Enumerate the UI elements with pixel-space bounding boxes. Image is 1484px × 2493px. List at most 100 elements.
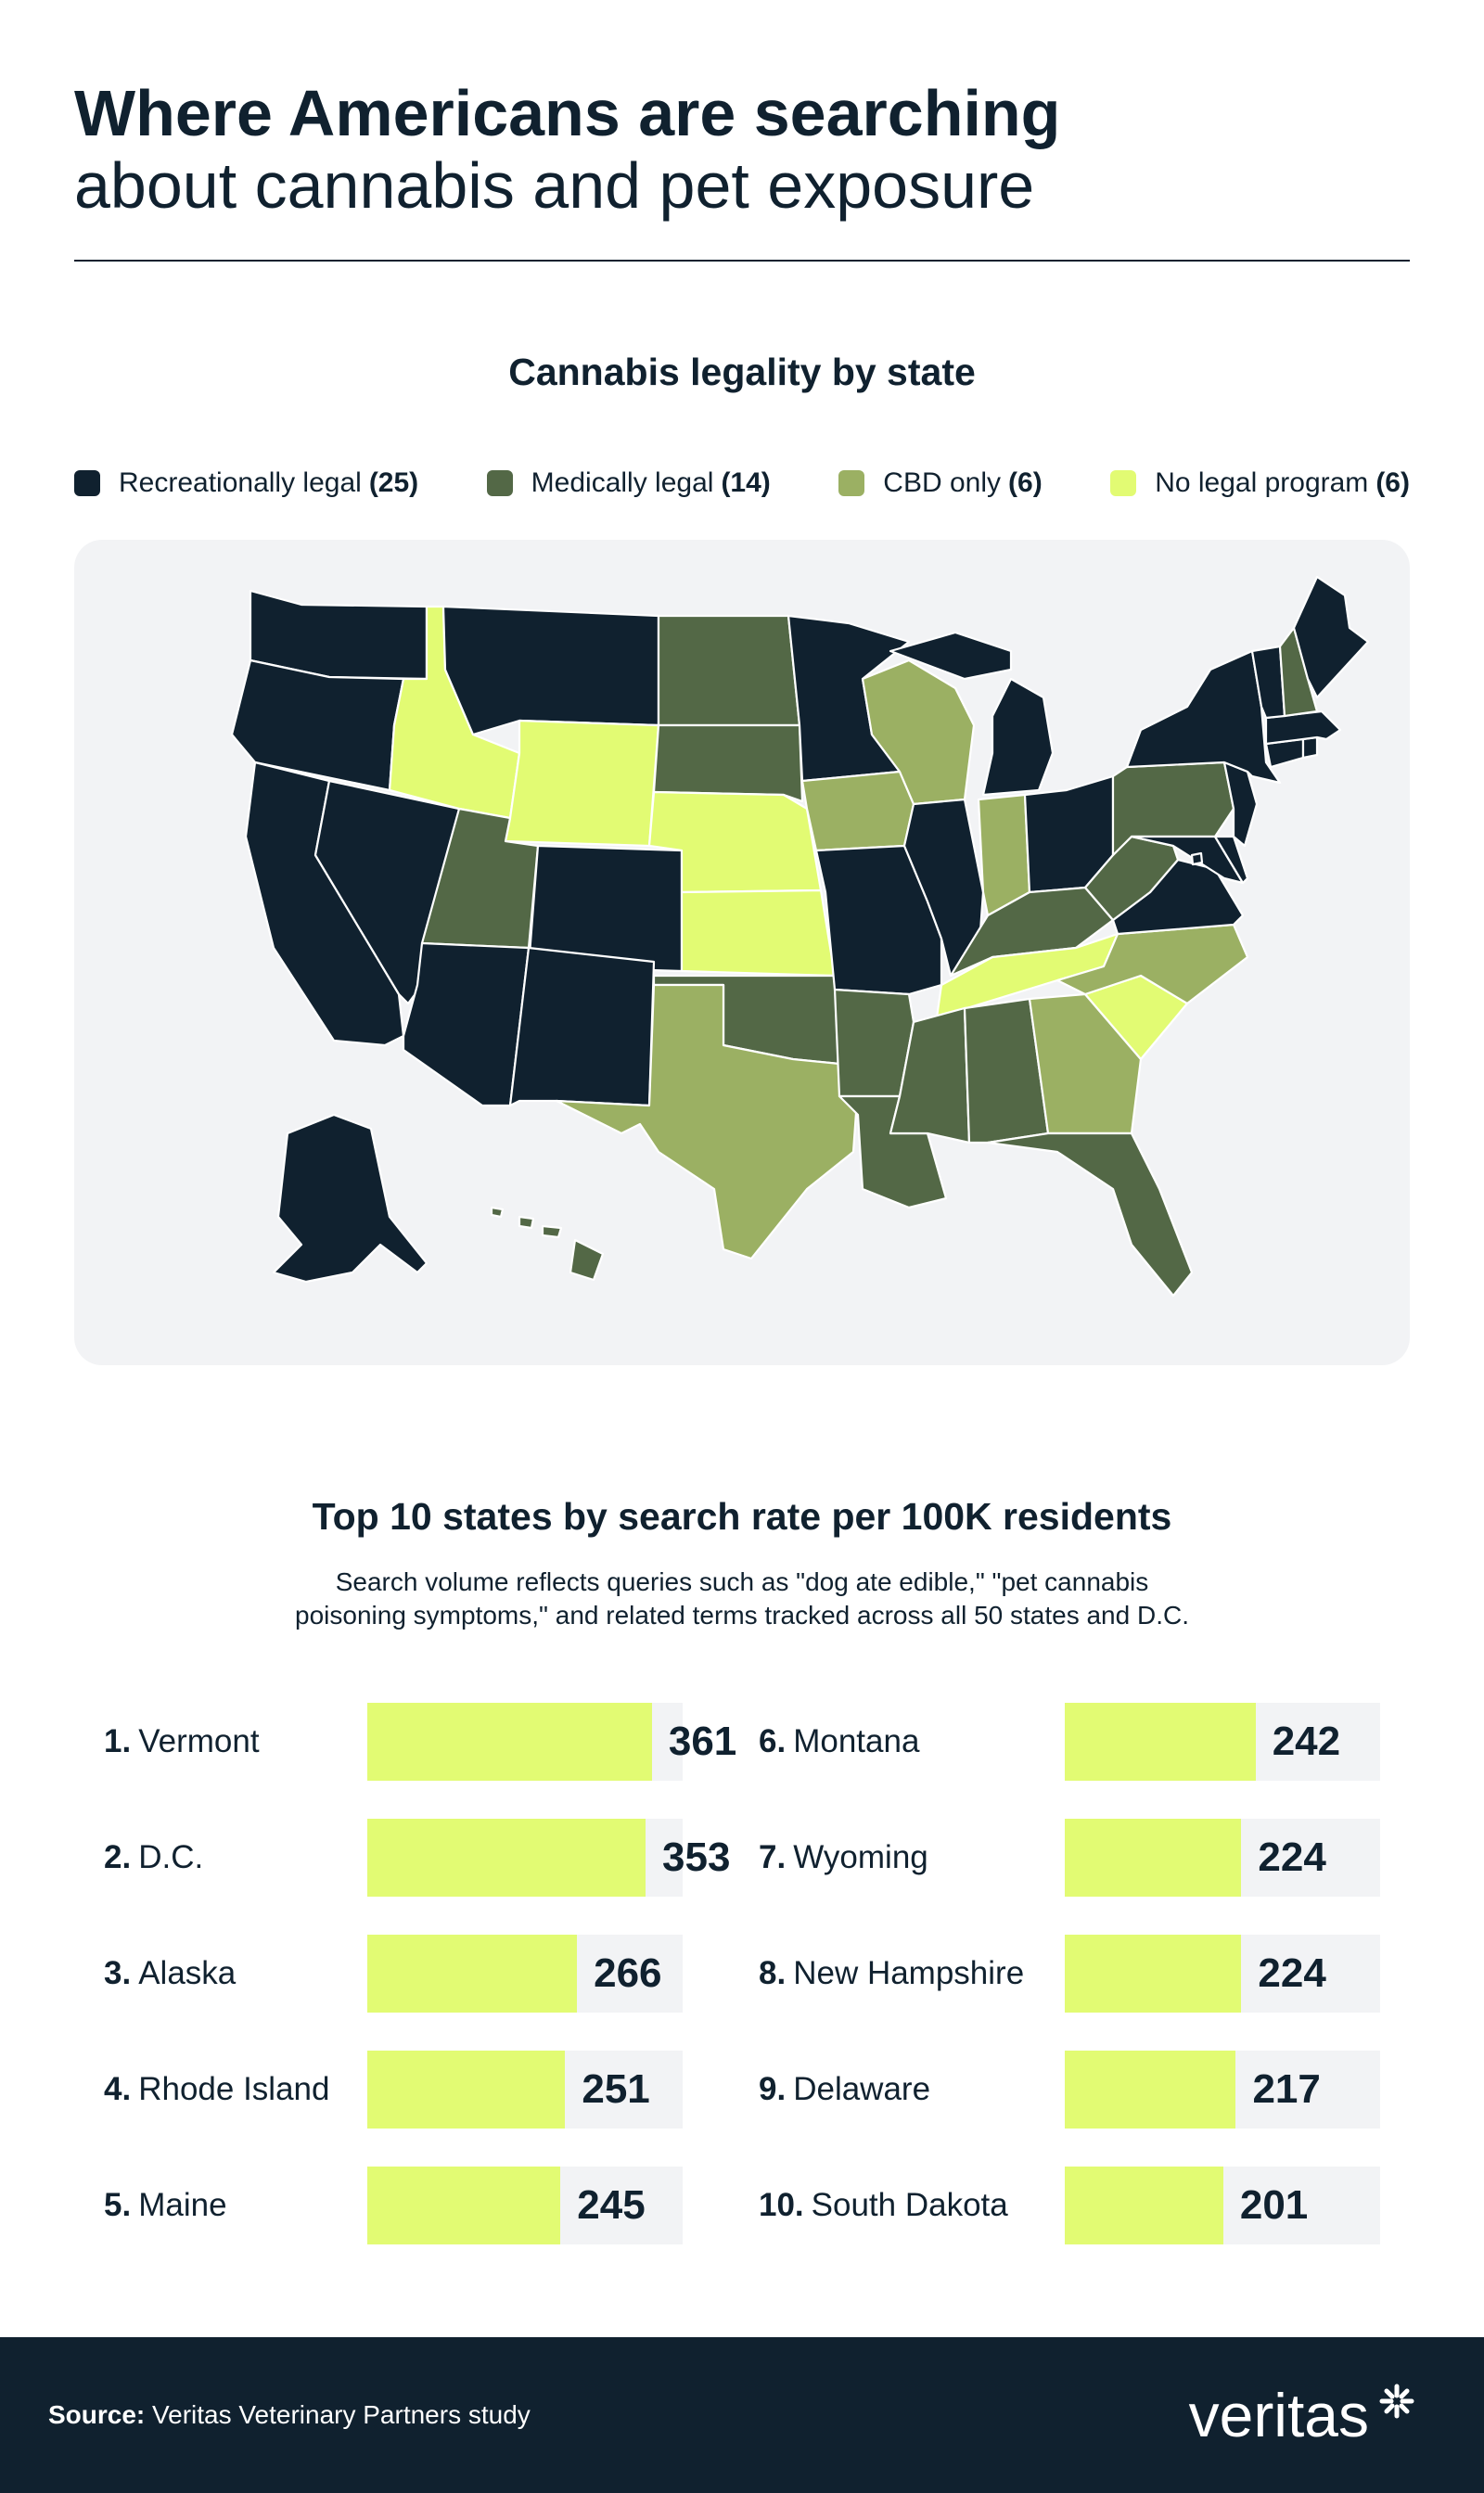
bar-rank: 10. bbox=[759, 2187, 804, 2223]
bar-row: 1. Vermont 361 bbox=[104, 1703, 736, 1781]
bar-value-label: 217 bbox=[1252, 2066, 1321, 2112]
bar-rank: 1. bbox=[104, 1723, 132, 1759]
state-ia bbox=[800, 770, 915, 852]
bar-category: D.C. bbox=[138, 1839, 204, 1875]
bar bbox=[1065, 1703, 1256, 1781]
map-legend: Recreationally legal (25) Medically lega… bbox=[74, 464, 1410, 503]
bar-track: 245 bbox=[367, 2167, 683, 2244]
bar-label: 4. Rhode Island bbox=[104, 2051, 329, 2129]
bar-value-label: 224 bbox=[1258, 1950, 1326, 1996]
bar-row: 4. Rhode Island 251 bbox=[104, 2051, 683, 2129]
bar-track: 353 bbox=[367, 1819, 730, 1897]
bar-label: 2. D.C. bbox=[104, 1819, 203, 1897]
bar-label: 3. Alaska bbox=[104, 1935, 236, 2013]
state-nd bbox=[657, 614, 801, 727]
state-ri bbox=[1301, 735, 1319, 760]
bar bbox=[367, 1703, 652, 1781]
bar-label: 10. South Dakota bbox=[759, 2167, 1008, 2244]
bar-track: 242 bbox=[1065, 1703, 1380, 1781]
bar-value-label: 361 bbox=[668, 1719, 737, 1764]
bar-value-label: 242 bbox=[1272, 1719, 1341, 1764]
bar-category: Montana bbox=[793, 1723, 920, 1759]
bar-track: 224 bbox=[1065, 1935, 1380, 2013]
legend-label: CBD only bbox=[883, 467, 1002, 498]
state-sd bbox=[652, 723, 804, 803]
bar bbox=[1065, 1819, 1242, 1897]
bar-category: Rhode Island bbox=[138, 2071, 330, 2107]
bar-rank: 8. bbox=[759, 1955, 787, 1991]
legend-item-medical: Medically legal (14) bbox=[486, 467, 771, 499]
bar-label: 5. Maine bbox=[104, 2167, 227, 2244]
state-hi bbox=[490, 1206, 605, 1282]
bar-track: 217 bbox=[1065, 2051, 1380, 2129]
bar-value-label: 353 bbox=[662, 1835, 731, 1880]
bar bbox=[367, 1819, 646, 1897]
bar-category: Maine bbox=[138, 2187, 227, 2223]
bar-rank: 6. bbox=[759, 1723, 787, 1759]
bar-track: 361 bbox=[367, 1703, 736, 1781]
bar-track: 251 bbox=[367, 2051, 683, 2129]
bar-rank: 9. bbox=[759, 2071, 787, 2107]
legend-label: Medically legal bbox=[531, 467, 714, 498]
bar bbox=[1065, 1935, 1242, 2013]
bar-rank: 3. bbox=[104, 1955, 132, 1991]
state-mt bbox=[441, 605, 660, 736]
legend-item-cbd: CBD only (6) bbox=[838, 467, 1043, 499]
state-tx bbox=[555, 983, 860, 1260]
legend-count: (14) bbox=[721, 467, 771, 498]
state-ks bbox=[680, 889, 837, 978]
bar bbox=[367, 2167, 561, 2244]
bar-row: 10. South Dakota 201 bbox=[759, 2167, 1380, 2244]
us-map bbox=[230, 575, 1370, 1298]
bar-row: 5. Maine 245 bbox=[104, 2167, 683, 2244]
brand-wordmark: veritas bbox=[1188, 2381, 1369, 2449]
bar-value-label: 201 bbox=[1239, 2182, 1309, 2228]
state-az bbox=[402, 941, 531, 1107]
state-nm bbox=[508, 946, 656, 1107]
bar-rank: 5. bbox=[104, 2187, 132, 2223]
bar-row: 9. Delaware 217 bbox=[759, 2051, 1380, 2129]
bar-label: 8. New Hampshire bbox=[759, 1935, 1024, 2013]
bar-rank: 7. bbox=[759, 1839, 787, 1875]
bar bbox=[1065, 2051, 1236, 2129]
legend-swatch bbox=[74, 470, 100, 496]
asterisk-icon bbox=[1379, 2384, 1414, 2419]
chart-subtitle-line1: Search volume reflects queries such as "… bbox=[335, 1567, 1149, 1596]
bar-rank: 4. bbox=[104, 2071, 132, 2107]
state-fl bbox=[986, 1131, 1194, 1298]
state-nh bbox=[1278, 626, 1319, 718]
title-divider bbox=[74, 260, 1410, 262]
bar-track: 224 bbox=[1065, 1819, 1380, 1897]
state-ma bbox=[1264, 710, 1342, 746]
bar-category: Vermont bbox=[138, 1723, 260, 1759]
source-note: Source: Veritas Veterinary Partners stud… bbox=[48, 2337, 531, 2493]
legend-label: No legal program bbox=[1155, 467, 1369, 498]
bar-track: 201 bbox=[1065, 2167, 1380, 2244]
state-dc bbox=[1190, 851, 1204, 866]
bar-row: 6. Montana 242 bbox=[759, 1703, 1380, 1781]
bar-value-label: 251 bbox=[582, 2066, 650, 2112]
bar-value-label: 224 bbox=[1258, 1835, 1326, 1880]
bar-category: Delaware bbox=[793, 2071, 931, 2107]
legend-item-recreational: Recreationally legal (25) bbox=[74, 467, 418, 499]
bar-row: 8. New Hampshire 224 bbox=[759, 1935, 1380, 2013]
legend-count: (25) bbox=[368, 467, 419, 498]
state-me bbox=[1292, 575, 1370, 699]
bar-category: New Hampshire bbox=[793, 1955, 1025, 1991]
state-wy bbox=[504, 719, 660, 848]
bar bbox=[1065, 2167, 1223, 2244]
chart-title: Top 10 states by search rate per 100K re… bbox=[312, 1495, 1172, 1538]
bar-category: South Dakota bbox=[811, 2187, 1008, 2223]
legend-item-none: No legal program (6) bbox=[1110, 467, 1410, 499]
state-nc bbox=[1055, 923, 1249, 1005]
map-title: Cannabis legality by state bbox=[508, 351, 976, 393]
bar-value-label: 266 bbox=[594, 1950, 662, 1996]
legend-swatch bbox=[1110, 470, 1137, 496]
bar-label: 1. Vermont bbox=[104, 1703, 260, 1781]
bar-row: 2. D.C. 353 bbox=[104, 1819, 730, 1897]
state-md bbox=[1130, 835, 1245, 885]
bar bbox=[367, 1935, 578, 2013]
bar-row: 3. Alaska 266 bbox=[104, 1935, 683, 2013]
bar bbox=[367, 2051, 566, 2129]
state-ak bbox=[272, 1113, 429, 1284]
